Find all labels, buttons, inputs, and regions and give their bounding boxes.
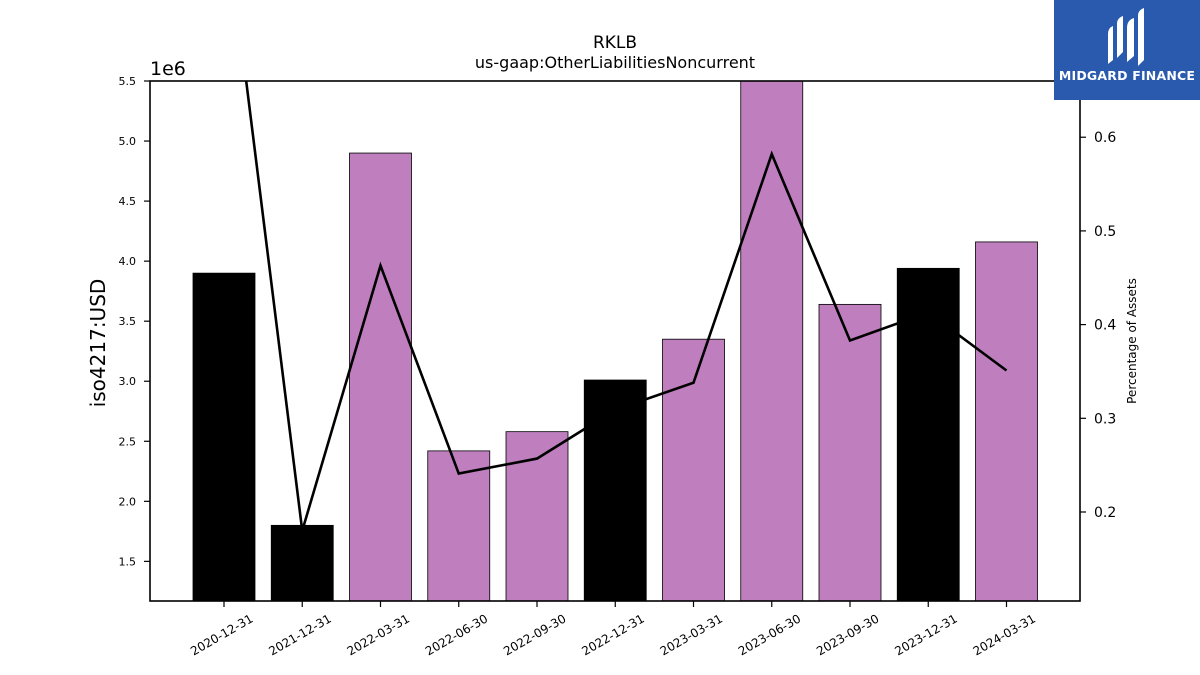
bar-2023-06-30 <box>740 81 804 601</box>
y2-tick-label: 0.4 <box>1094 318 1116 334</box>
x-tick-label: 2020-12-31 <box>188 611 255 658</box>
bars-layer <box>192 81 1038 601</box>
y2-tick-label: 0.3 <box>1094 411 1116 427</box>
x-tick-label: 2023-09-30 <box>814 611 881 658</box>
chart-subtitle: us-gaap:OtherLiabilitiesNoncurrent <box>475 53 755 72</box>
y2-tick-label: 0.2 <box>1094 505 1116 521</box>
y-tick-label: 2.0 <box>119 495 137 508</box>
y-tick-label: 4.0 <box>119 255 137 268</box>
y-tick-label: 5.5 <box>119 75 137 88</box>
y2-tick-label: 0.5 <box>1094 224 1116 240</box>
y-tick-label: 4.5 <box>119 195 137 208</box>
x-tick-label: 2022-06-30 <box>423 611 490 658</box>
percentage-line <box>244 81 1008 532</box>
bar-2023-03-31 <box>662 338 725 601</box>
x-tick-label: 2022-09-30 <box>501 611 568 658</box>
y-tick-label: 1.5 <box>119 555 137 568</box>
plot-frame <box>149 80 1081 602</box>
x-tick-label: 2023-06-30 <box>736 611 803 658</box>
bar-2024-03-31 <box>975 241 1038 601</box>
bar-2020-12-31 <box>192 272 256 601</box>
logo-text: MIDGARD FINANCE <box>1058 68 1196 83</box>
y-tick-label: 3.0 <box>119 375 137 388</box>
x-tick-label: 2024-03-31 <box>971 611 1038 658</box>
bar-2023-12-31 <box>896 267 960 601</box>
y-offset-text: 1e6 <box>150 58 186 80</box>
x-tick-label: 2021-12-31 <box>266 611 333 658</box>
bar-2021-12-31 <box>270 524 334 601</box>
y-axis-label: iso4217:USD <box>86 279 110 408</box>
y2-tick-label: 0.6 <box>1094 130 1116 146</box>
x-tick-label: 2023-03-31 <box>658 611 725 658</box>
x-tick-label: 2023-12-31 <box>892 611 959 658</box>
bar-2022-12-31 <box>583 379 647 601</box>
x-tick-label: 2022-12-31 <box>579 611 646 658</box>
y2-axis-label: Percentage of Assets <box>1125 278 1139 404</box>
y-tick-label: 2.5 <box>119 435 137 448</box>
logo: MIDGARD FINANCE <box>1054 0 1200 100</box>
chart-title: RKLB <box>593 33 637 53</box>
bar-2023-09-30 <box>818 303 882 601</box>
y-tick-label: 3.5 <box>119 315 137 328</box>
logo-mark-icon <box>1108 8 1144 66</box>
x-tick-label: 2022-03-31 <box>345 611 412 658</box>
line-layer <box>244 81 1008 532</box>
bar-2022-03-31 <box>349 152 412 601</box>
bar-2022-06-30 <box>427 450 491 601</box>
y-tick-label: 5.0 <box>119 135 137 148</box>
